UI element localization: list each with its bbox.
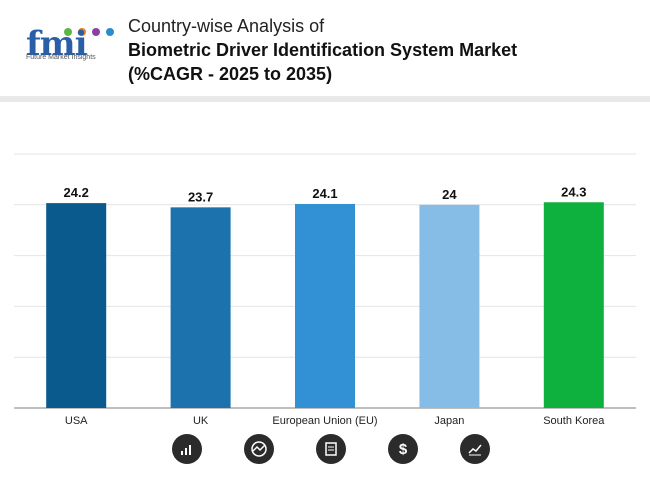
x-tick-label: UK: [193, 415, 209, 427]
title-line-2: Biometric Driver Identification System M…: [128, 40, 518, 60]
bar-south-korea: [543, 202, 604, 408]
title-line-3: (%CAGR - 2025 to 2035): [128, 64, 333, 84]
data-label: 24: [442, 187, 457, 202]
title-line-1: Country-wise Analysis of: [128, 16, 325, 36]
x-tick-label: USA: [65, 415, 88, 427]
x-tick-label: European Union (EU): [272, 415, 377, 427]
logo-dots-icon: [64, 28, 114, 36]
data-label: 24.3: [561, 184, 586, 199]
x-tick-label: Japan: [434, 415, 464, 427]
bar-japan: [419, 204, 480, 408]
data-label: 24.2: [64, 185, 89, 200]
trend-chart-icon: [460, 434, 490, 464]
fmi-logo: fmi: [26, 14, 114, 64]
dollar-icon: $: [388, 434, 418, 464]
data-label: 23.7: [188, 189, 213, 204]
chart-title: Country-wise Analysis of Biometric Drive…: [128, 14, 628, 86]
x-tick-label: South Korea: [543, 415, 605, 427]
logo-tagline: Future Market Insights: [26, 54, 96, 61]
chart-circle-icon: [244, 434, 274, 464]
footer-icon-row: $: [0, 434, 650, 474]
logo-wordmark: fmi: [26, 24, 88, 64]
bar-chart-icon: [172, 434, 202, 464]
header-divider: [0, 96, 650, 102]
header: fmi Future Market Insights Country-wise …: [0, 0, 650, 98]
bar-european-union-eu: [295, 203, 355, 408]
document-icon: [316, 434, 346, 464]
data-label: 24.1: [312, 186, 337, 201]
bar-chart: 24.2 USA 23.7 UK 24.1 European Union (EU) 24 Ja…: [14, 153, 636, 427]
bar-usa: [46, 203, 107, 408]
bar-uk: [170, 207, 231, 408]
